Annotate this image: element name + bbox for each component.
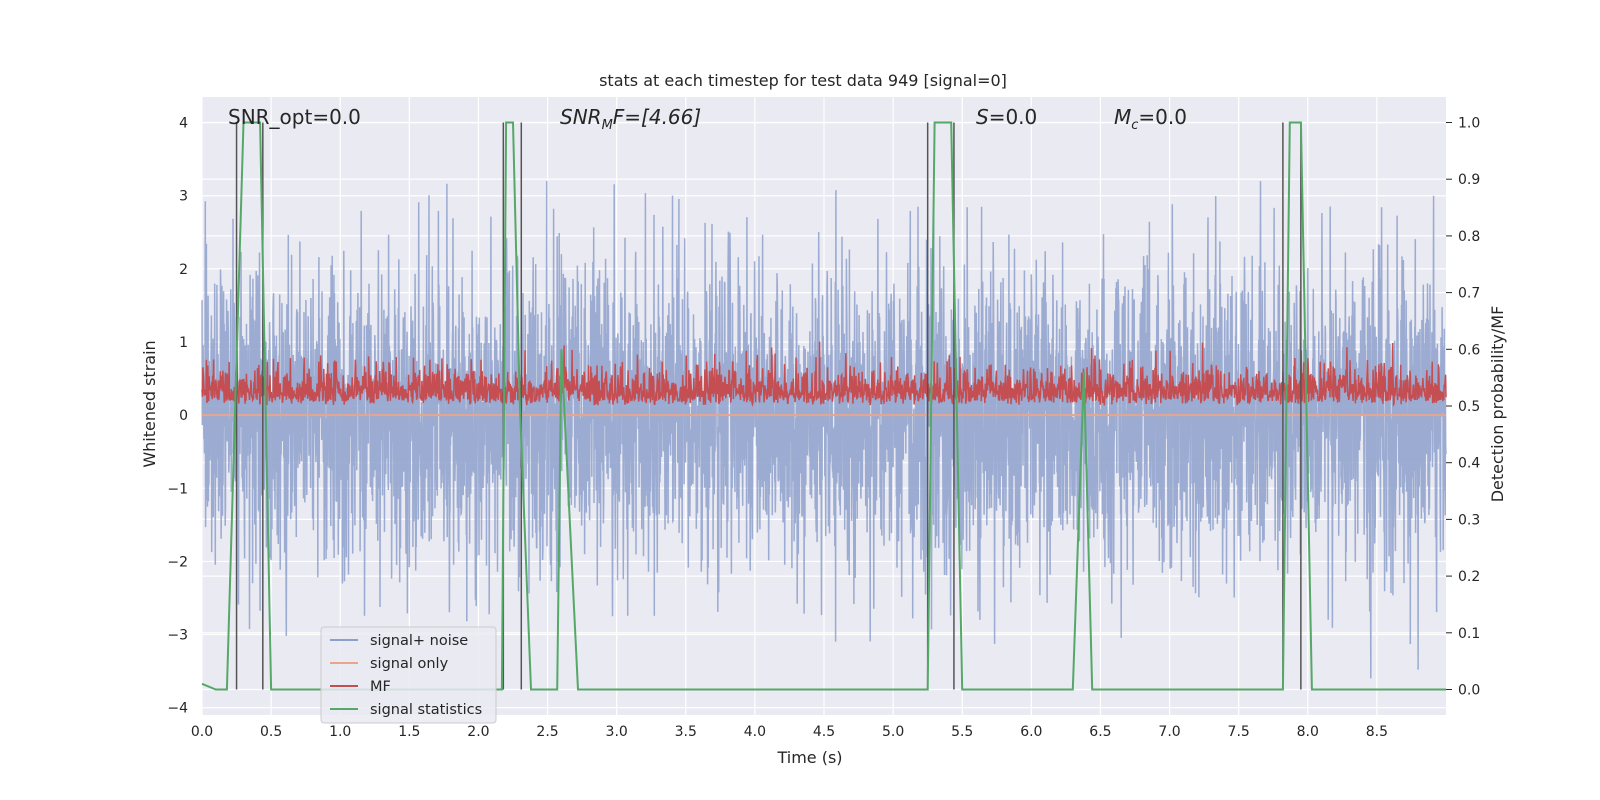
- legend-label-signal: signal only: [370, 656, 449, 672]
- x-tick-label-13: 6.5: [1089, 724, 1111, 740]
- legend-box: [320, 626, 497, 724]
- annotations: SNR_opt=0.0 SNRMF=[4.66] S=0.0 Mc=0.0: [228, 105, 1187, 133]
- legend-label-mf: MF: [370, 679, 391, 695]
- snr-mf-sub: M: [602, 118, 613, 133]
- plot-area: 0.0 0.5 1.0 1.5 2.0 2.5 3.0 3.5 4.0 4.5 5.0 5.5 6.0 6…: [167, 97, 1480, 740]
- s-annotation: S=0.0: [976, 105, 1037, 129]
- x-tick-label-4: 2.0: [467, 724, 489, 740]
- legend-label-noise: signal+ noise: [370, 633, 468, 649]
- x-tick-label-2: 1.0: [329, 724, 351, 740]
- x-tick-label-7: 3.5: [675, 724, 697, 740]
- snr-mf-annotation: SNRMF=[4.66]: [560, 105, 701, 133]
- mc-annotation: Mc=0.0: [1114, 105, 1187, 133]
- mc-rest: =0.0: [1138, 105, 1187, 129]
- series-signal-statistics: [201, 121, 1446, 691]
- y-tick-label-8: −4: [167, 701, 188, 717]
- snr-mf-main: SNR: [560, 105, 602, 129]
- y-tick-label-3: 1: [179, 335, 188, 351]
- y2-tick-label-10: 0.0: [1458, 682, 1480, 698]
- y-tick-label-6: −2: [167, 554, 188, 570]
- series-mf: [201, 341, 1447, 408]
- y-axis-title: Whitened strain: [140, 340, 159, 467]
- x-tick-label-16: 8.0: [1297, 724, 1319, 740]
- y2-tick-label-3: 0.7: [1458, 286, 1480, 302]
- x-axis-title: Time (s): [776, 748, 842, 767]
- y2-axis-title: Detection probability/MF: [1488, 306, 1507, 503]
- y2-tick-label-2: 0.8: [1458, 229, 1480, 245]
- mc-sub: c: [1131, 118, 1138, 133]
- legend: signal+ noise signal only MF signal stat…: [320, 626, 497, 724]
- y2-tick-label-1: 0.9: [1458, 172, 1480, 188]
- y-tick-label-4: 0: [179, 408, 188, 424]
- x-tick-label-6: 3.0: [606, 724, 628, 740]
- x-tick-label-17: 8.5: [1366, 724, 1388, 740]
- x-tick-label-5: 2.5: [536, 724, 558, 740]
- x-tick-label-14: 7.0: [1158, 724, 1180, 740]
- x-tick-label-11: 5.5: [951, 724, 973, 740]
- chart-title: stats at each timestep for test data 949…: [599, 71, 1007, 90]
- y-tick-label-2: 2: [179, 262, 188, 278]
- y-tick-label-0: 4: [179, 116, 188, 132]
- x-tick-label-9: 4.5: [813, 724, 835, 740]
- x-tick-label-1: 0.5: [260, 724, 282, 740]
- y2-tick-label-8: 0.2: [1458, 569, 1480, 585]
- x-tick-label-3: 1.5: [398, 724, 420, 740]
- s-rest: =0.0: [989, 105, 1038, 129]
- y-tick-label-7: −3: [167, 628, 188, 644]
- s-main: S: [976, 105, 989, 129]
- y-tick-label-1: 3: [179, 189, 188, 205]
- x-tick-label-10: 5.0: [882, 724, 904, 740]
- y2-tick-label-5: 0.5: [1458, 399, 1480, 415]
- y2-tick-label-0: 1.0: [1458, 116, 1480, 132]
- snr-opt-annotation: SNR_opt=0.0: [228, 105, 361, 129]
- y2-tick-label-7: 0.3: [1458, 512, 1480, 528]
- y2-tick-label-6: 0.4: [1458, 456, 1480, 472]
- x-tick-label-15: 7.5: [1228, 724, 1250, 740]
- snr-mf-f: F=[4.66]: [613, 105, 701, 129]
- x-tick-label-8: 4.0: [744, 724, 766, 740]
- mc-main: M: [1114, 105, 1131, 129]
- x-tick-label-12: 6.0: [1020, 724, 1042, 740]
- y-tick-label-5: −1: [167, 481, 188, 497]
- x-tick-label-0: 0.0: [191, 724, 213, 740]
- y2-tick-label-4: 0.6: [1458, 342, 1480, 358]
- y2-tick-label-9: 0.1: [1458, 626, 1480, 642]
- legend-label-stats: signal statistics: [370, 702, 482, 718]
